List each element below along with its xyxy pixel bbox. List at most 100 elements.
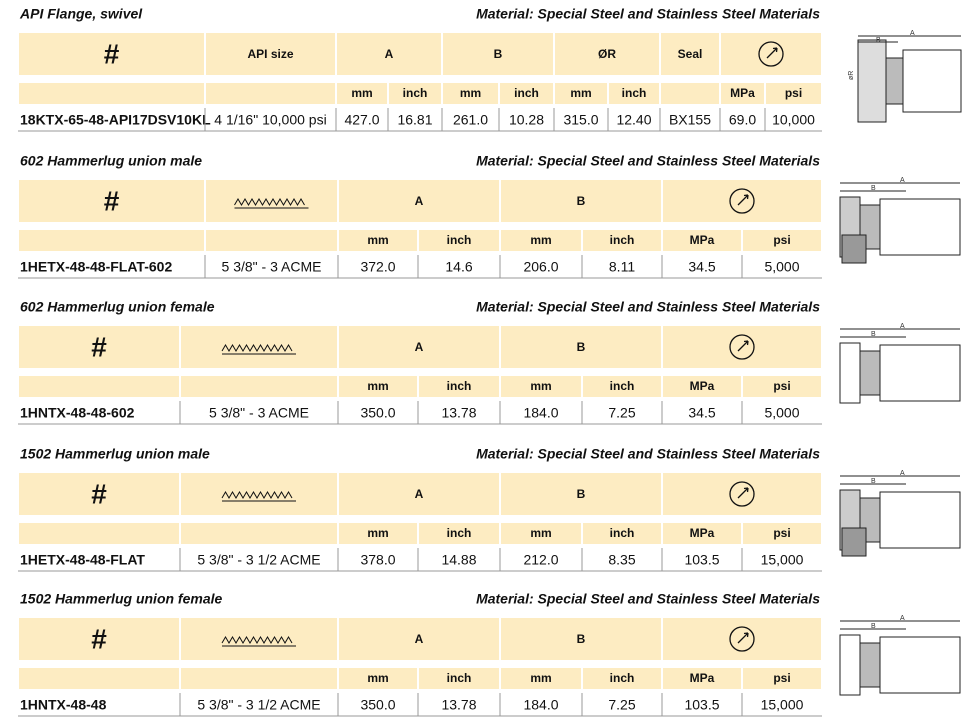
unit-label: psi <box>785 86 802 100</box>
header-label: A <box>415 632 424 646</box>
section-title: API Flange, swivel <box>19 6 143 22</box>
unit-cell <box>743 230 821 251</box>
unit-cell <box>419 668 499 689</box>
unit-cell <box>19 376 179 397</box>
thread-icon <box>221 491 296 502</box>
ferrule <box>859 642 881 688</box>
unit-cell <box>19 230 204 251</box>
row-cell: 16.81 <box>397 112 432 128</box>
unit-cell <box>663 523 741 544</box>
unit-cell <box>419 376 499 397</box>
unit-cell <box>339 523 417 544</box>
unit-cell <box>339 668 417 689</box>
row-cell: 8.35 <box>608 552 635 568</box>
header-label: B <box>577 632 586 646</box>
nut <box>839 342 861 404</box>
section: 1502 Hammerlug union male Material: Speci… <box>18 446 961 572</box>
unit-label: psi <box>773 526 790 540</box>
unit-label: psi <box>773 379 790 393</box>
unit-label: inch <box>622 86 647 100</box>
dim-label: A <box>900 615 905 622</box>
row-cell: 12.40 <box>616 112 651 128</box>
ferrule <box>859 350 881 396</box>
unit-cell <box>443 83 498 104</box>
header-label: A <box>415 194 424 208</box>
row-cell: 8.11 <box>609 259 635 275</box>
unit-cell <box>181 523 337 544</box>
row-cell: 7.25 <box>608 405 635 421</box>
unit-label: mm <box>530 379 551 393</box>
unit-cell <box>501 523 581 544</box>
header-label: B <box>577 340 586 354</box>
flange <box>857 39 887 123</box>
unit-label: inch <box>447 379 472 393</box>
fitting-drawing: AB <box>839 615 961 696</box>
fitting-drawing: AB <box>839 177 961 264</box>
gauge-icon <box>729 626 755 652</box>
dim-label: B <box>871 623 876 630</box>
unit-label: psi <box>773 233 790 247</box>
wing <box>841 234 867 264</box>
unit-cell <box>743 523 821 544</box>
part-number: 1HETX-48-48-FLAT-602 <box>20 259 172 275</box>
row-cell: 5,000 <box>764 259 799 275</box>
fitting-drawing: A BøR <box>848 30 962 123</box>
unit-cell <box>663 668 741 689</box>
section: 1502 Hammerlug union female Material: Spe… <box>18 591 961 717</box>
header-label: A <box>415 487 424 501</box>
dim-label: øR <box>848 71 855 80</box>
wing <box>841 527 867 557</box>
unit-label: MPa <box>690 379 715 393</box>
unit-label: inch <box>403 86 428 100</box>
unit-cell <box>501 230 581 251</box>
hose-body <box>879 344 961 402</box>
row-cell: 5 3/8" - 3 ACME <box>209 405 309 421</box>
unit-cell <box>743 376 821 397</box>
dim-label: A <box>900 177 905 184</box>
unit-label: mm <box>530 671 551 685</box>
unit-cell <box>501 376 581 397</box>
gauge-needle <box>737 194 749 206</box>
section: API Flange, swivel Material: Special Stee… <box>18 6 962 132</box>
unit-label: mm <box>530 526 551 540</box>
gauge-needle <box>766 47 778 59</box>
unit-cell <box>339 376 417 397</box>
unit-cell <box>419 230 499 251</box>
section-title: 602 Hammerlug union female <box>20 299 215 315</box>
row-cell: 206.0 <box>523 259 558 275</box>
row-cell: 350.0 <box>360 405 395 421</box>
header-cell <box>555 33 659 75</box>
unit-label: inch <box>610 233 635 247</box>
part-number: 18KTX-65-48-API17DSV10KL <box>20 112 211 128</box>
unit-cell <box>661 83 719 104</box>
neck <box>885 57 904 105</box>
unit-cell <box>583 230 661 251</box>
thread-icon <box>234 198 309 209</box>
row-cell: 13.78 <box>441 697 476 713</box>
unit-cell <box>721 83 764 104</box>
dim-label: B <box>871 185 876 192</box>
unit-cell <box>337 83 387 104</box>
header-cell <box>661 33 719 75</box>
unit-label: MPa <box>690 671 715 685</box>
thread-icon <box>221 344 296 355</box>
unit-label: inch <box>514 86 539 100</box>
header-cell <box>206 33 335 75</box>
header-cell <box>19 33 204 75</box>
dim-label: B <box>871 331 876 338</box>
gauge-icon <box>729 481 755 507</box>
unit-label: inch <box>610 526 635 540</box>
row-cell: 103.5 <box>684 697 719 713</box>
row-cell: 13.78 <box>441 405 476 421</box>
nut <box>839 634 861 696</box>
row-cell: 350.0 <box>360 697 395 713</box>
material: Material: Special Steel and Stainless St… <box>476 153 820 169</box>
unit-label: inch <box>610 671 635 685</box>
gauge-needle <box>737 487 749 499</box>
unit-label: mm <box>367 526 388 540</box>
row-cell: 10.28 <box>509 112 544 128</box>
unit-cell <box>583 523 661 544</box>
hash: # <box>104 185 120 216</box>
row-cell: 15,000 <box>761 697 804 713</box>
header-cell <box>19 326 179 368</box>
